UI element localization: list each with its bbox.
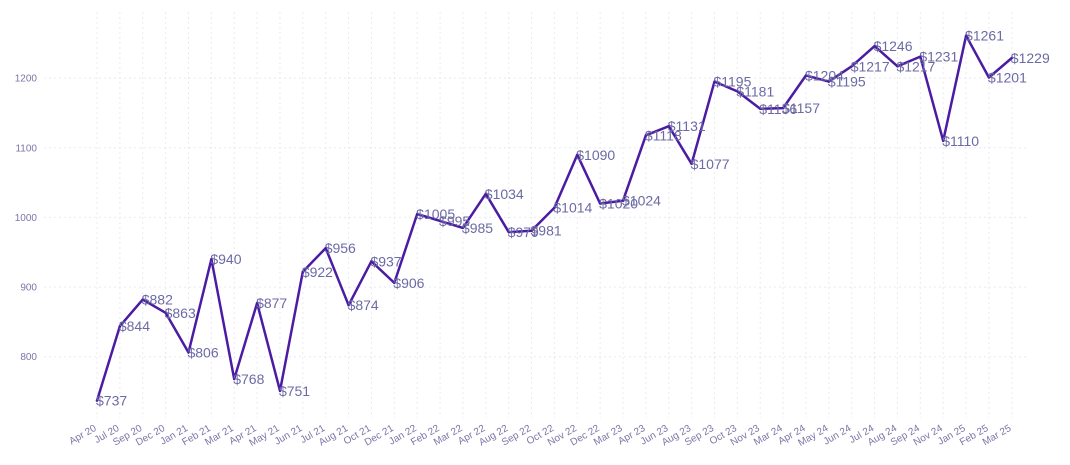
data-point [919,55,922,58]
data-point [1010,56,1013,60]
data-point [941,139,945,143]
y-tick-label: 900 [20,283,37,294]
data-label: $1195 [828,74,866,90]
data-point [347,303,350,307]
data-label: $1157 [782,100,820,116]
y-tick-label: 800 [20,352,37,363]
data-label: $1261 [965,28,1004,44]
data-point [598,202,602,205]
data-point [873,44,876,48]
data-point [850,65,853,68]
data-label: $906 [393,275,424,291]
data-label: $1014 [553,200,592,216]
data-point [210,258,213,261]
data-point [553,206,556,209]
data-label: $995 [439,213,470,229]
data-label: $1246 [874,38,913,54]
data-label: $882 [142,292,173,308]
data-point [415,212,419,216]
data-label: $751 [279,383,310,399]
data-label: $863 [165,305,196,321]
data-label: $979 [508,224,539,240]
data-labels: $737 $844 $882$863 $806 $940 $768 $877 $751 $922… [95,28,1050,409]
data-label: $1217 [896,58,935,74]
data-point [759,107,762,110]
data-label: $844 [119,318,150,334]
data-label: $1217 [851,58,890,74]
data-label: $1020 [599,196,638,212]
data-point [827,80,831,83]
data-label: $956 [325,240,356,256]
data-label: $1005 [416,206,455,222]
data-label: $1077 [691,156,730,172]
data-point [255,301,259,305]
data-label: $981 [531,223,562,239]
data-label: $1204 [805,67,844,83]
data-point [187,351,190,354]
data-point [324,246,327,250]
data-point [781,106,785,110]
data-point [141,298,144,301]
data-point [690,162,693,166]
data-label: $1024 [622,193,661,209]
data-point [393,281,396,285]
data-point [964,34,968,37]
data-point [438,219,442,223]
data-label: $1229 [1011,50,1050,66]
data-point [233,377,236,381]
data-point [484,192,487,195]
data-point [461,226,465,230]
data-label: $1181 [736,83,774,99]
data-point [667,125,670,128]
data-label: $937 [370,253,401,269]
data-point [644,134,648,137]
data-label: $985 [462,220,493,236]
y-axis: 800 900 1000 1100 1200 [15,74,38,364]
y-tick-label: 1000 [15,213,38,224]
data-label: $737 [96,393,127,409]
y-tick-label: 1100 [15,143,37,154]
data-label: $1110 [942,133,979,149]
data-label: $874 [348,297,379,313]
data-label: $1034 [485,186,524,202]
data-label: $922 [302,264,333,280]
data-label: $1231 [919,49,958,65]
data-point [736,90,739,93]
data-point [278,389,282,393]
data-label: $1118 [645,127,682,143]
data-label: $877 [256,295,287,311]
data-point [713,80,716,83]
data-point [987,76,991,79]
data-point [896,65,899,68]
data-point [507,230,510,234]
data-point [576,153,579,156]
data-point [118,324,122,328]
gridlines [44,12,1028,418]
data-label: $1201 [988,69,1027,85]
data-point [370,260,373,263]
data-label: $940 [210,251,241,267]
data-point [530,229,533,232]
data-label: $806 [187,345,218,361]
data-point [621,199,625,202]
data-label: $768 [233,371,264,387]
data-point [301,270,305,273]
data-label: $1131 [668,118,706,134]
y-tick-label: 1200 [15,74,38,85]
data-point [164,311,167,315]
data-point [95,399,99,402]
data-point [804,74,808,77]
data-label: $1195 [713,74,751,90]
data-label: $1156 [759,101,797,117]
data-label: $1090 [576,147,615,163]
